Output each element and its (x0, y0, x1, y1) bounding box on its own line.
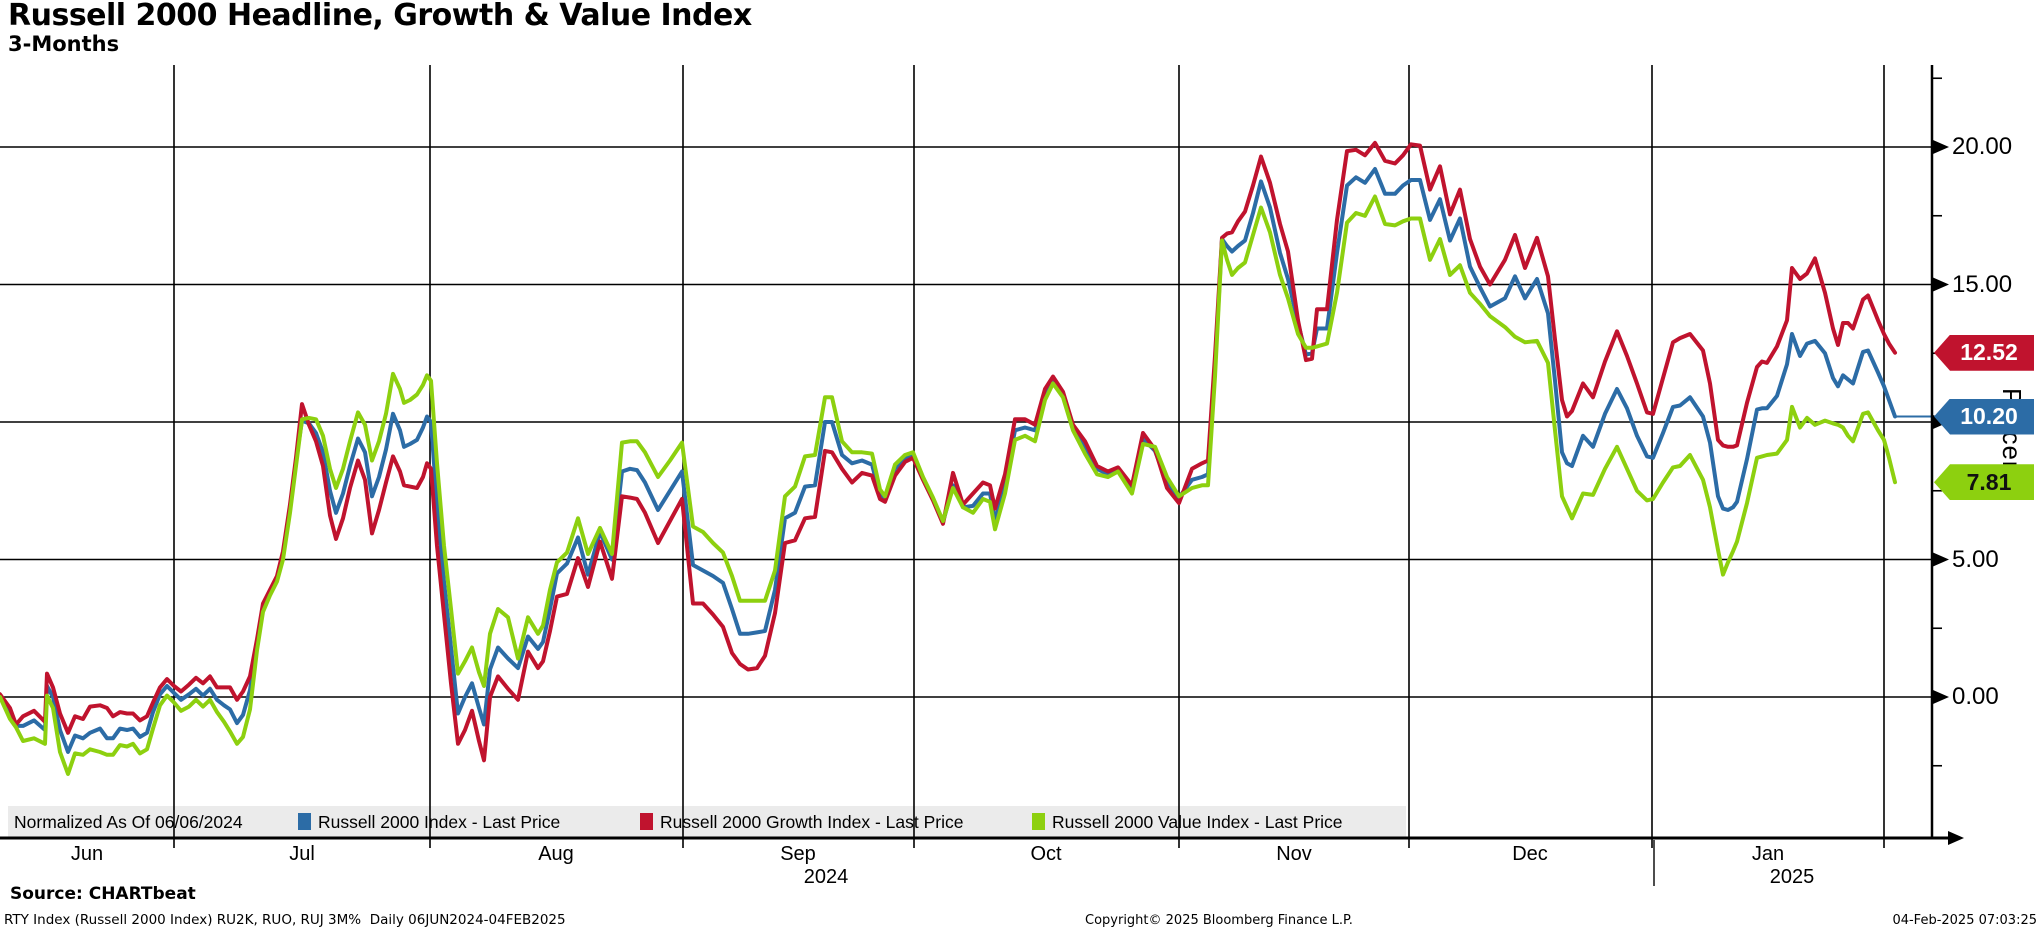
x-axis-arrow-icon (1948, 831, 1964, 845)
y-tick-arrow-icon (1933, 277, 1949, 292)
series-line (0, 194, 1897, 776)
page-title: Russell 2000 Headline, Growth & Value In… (8, 0, 752, 33)
x-month-label: Sep (780, 843, 816, 865)
y-tick-arrow-icon (1933, 140, 1949, 154)
series-line (0, 140, 1897, 763)
copyright-label: Copyright© 2025 Bloomberg Finance L.P. (1085, 913, 1353, 928)
x-month-label: Dec (1512, 843, 1548, 865)
legend-normalized-label: Normalized As Of 06/06/2024 (14, 812, 243, 832)
x-year-label: 2025 (1769, 866, 1815, 888)
y-tick-label: 5.00 (1952, 545, 1999, 573)
legend-swatch-index (298, 813, 311, 830)
y-tick-label: 20.00 (1952, 133, 2013, 160)
x-month-label: Oct (1030, 843, 1062, 865)
y-tick-arrow-icon (1933, 690, 1949, 704)
last-price-badge-growth: 12.52 (1934, 334, 2034, 371)
x-month-label: Aug (538, 843, 574, 865)
x-month-label: Nov (1276, 843, 1312, 865)
legend-strip-background (8, 806, 1406, 837)
y-tick-label: 15.00 (1952, 270, 2013, 298)
legend-swatch-value (1032, 813, 1045, 830)
legend-swatch-growth (640, 813, 653, 830)
x-month-label: Jul (289, 843, 315, 865)
last-price-badge-index: 10.20 (1934, 398, 2034, 435)
source-label: Source: CHARTbeat (10, 884, 196, 904)
timestamp-label: 04-Feb-2025 07:03:25 (1892, 913, 2037, 928)
x-year-label: 2024 (803, 866, 849, 888)
x-month-label: Jan (1751, 843, 1785, 865)
y-tick-arrow-icon (1933, 552, 1949, 567)
ticker-line: RTY Index (Russell 2000 Index) RU2K, RUO… (4, 912, 566, 928)
last-price-badge-value: 7.81 (1934, 464, 2034, 501)
legend-item-value: Russell 2000 Value Index - Last Price (1052, 812, 1343, 832)
legend-item-index: Russell 2000 Index - Last Price (318, 812, 561, 832)
x-month-label: Jun (70, 843, 104, 865)
legend-item-growth: Russell 2000 Growth Index - Last Price (660, 812, 964, 832)
y-tick-label: 0.00 (1952, 683, 1999, 710)
page-subtitle: 3-Months (8, 32, 120, 56)
